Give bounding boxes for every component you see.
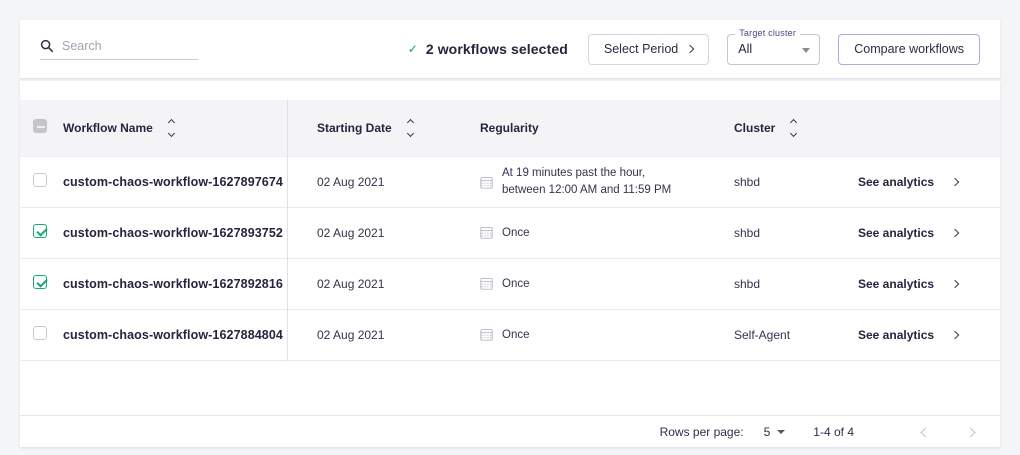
sort-desc-icon [406,129,414,138]
toolbar: ✓ 2 workflows selected Select Period Tar… [20,20,1000,78]
calendar-icon [480,176,493,189]
table-row: custom-chaos-workflow-1627892816 02 Aug … [20,259,1000,310]
caret-down-icon [802,47,811,53]
row-checkbox[interactable] [33,172,47,187]
rows-per-page-label: Rows per page: [659,424,744,439]
table-row: custom-chaos-workflow-1627893752 02 Aug … [20,208,1000,259]
compare-workflows-label: Compare workflows [854,42,964,56]
starting-date: 02 Aug 2021 [317,328,385,342]
workflow-name: custom-chaos-workflow-1627893752 [63,226,283,240]
target-cluster-label: Target cluster [735,27,801,38]
search-field [40,38,198,60]
table-header: Workflow Name Starting Date Regularity C… [20,100,1000,157]
next-page-button[interactable] [961,421,980,443]
selection-status: ✓ 2 workflows selected [408,41,568,57]
column-header-workflow-name: Workflow Name [63,118,287,138]
column-header-regularity: Regularity [480,121,539,135]
sort-asc-icon [790,118,798,127]
select-period-button[interactable]: Select Period [587,33,710,65]
rows-per-page-value: 5 [763,424,771,439]
target-cluster-select[interactable]: Target cluster All [727,27,821,65]
starting-date: 02 Aug 2021 [317,175,385,189]
chevron-right-icon [950,177,960,187]
row-checkbox[interactable] [33,274,47,289]
row-checkbox[interactable] [33,325,47,340]
regularity-text: At 19 minutes past the hour, between 12:… [502,167,672,196]
regularity-cell: Once [475,225,710,242]
row-checkbox[interactable] [33,223,47,238]
calendar-icon [480,329,493,342]
chevron-left-icon [920,427,931,437]
sort-control-cluster[interactable] [789,118,798,138]
starting-date: 02 Aug 2021 [317,277,385,291]
regularity-cell: Once [475,327,710,344]
cluster-name: shbd [734,175,761,189]
calendar-icon [480,278,493,291]
rows-per-page-select[interactable]: 5 [764,425,786,439]
caret-down-icon [777,429,786,434]
workflow-name: custom-chaos-workflow-1627892816 [63,277,283,291]
regularity-text: Once [502,226,530,239]
column-divider [287,100,288,361]
sort-desc-icon [167,129,175,138]
sort-control-starting-date[interactable] [406,118,415,138]
see-analytics-link[interactable]: See analytics [858,328,935,342]
cluster-name: shbd [734,226,761,240]
search-icon [40,39,54,52]
calendar-icon [480,227,493,240]
regularity-cell: Once [475,276,710,293]
table-body: custom-chaos-workflow-1627897674 02 Aug … [20,157,1000,361]
table-empty-space [20,361,1000,415]
select-period-label: Select Period [603,42,679,56]
see-analytics-link[interactable]: See analytics [858,175,935,189]
table-row: custom-chaos-workflow-1627897674 02 Aug … [20,157,1000,208]
header-checkbox[interactable] [33,118,47,133]
chevron-right-icon [950,330,960,340]
selection-status-text: 2 workflows selected [425,41,568,57]
cluster-name: Self-Agent [734,328,791,342]
table-footer: Rows per page: 5 1-4 of 4 [20,415,1000,447]
sort-asc-icon [406,118,414,127]
chevron-right-icon [685,44,695,54]
chevron-right-icon [950,279,960,289]
starting-date: 02 Aug 2021 [317,226,385,240]
workflow-name: custom-chaos-workflow-1627897674 [63,175,283,189]
page-range: 1-4 of 4 [813,424,854,439]
sort-desc-icon [790,129,798,138]
see-analytics-link[interactable]: See analytics [858,277,935,291]
workflows-table: Workflow Name Starting Date Regularity C… [20,81,1000,447]
chevron-right-icon [965,427,976,437]
sort-asc-icon [167,118,175,127]
column-header-starting-date: Starting Date [287,118,475,138]
prev-page-button[interactable] [916,421,935,443]
target-cluster-value: All [738,42,753,56]
see-analytics-link[interactable]: See analytics [858,226,935,240]
chevron-right-icon [950,228,960,238]
compare-workflows-button[interactable]: Compare workflows [838,33,980,65]
regularity-text: Once [502,328,530,341]
regularity-text: Once [502,277,530,290]
column-header-cluster: Cluster [710,118,810,138]
table-row: custom-chaos-workflow-1627884804 02 Aug … [20,310,1000,361]
regularity-cell: At 19 minutes past the hour, between 12:… [475,165,710,198]
check-icon: ✓ [407,42,418,56]
workflow-name: custom-chaos-workflow-1627884804 [63,328,283,342]
cluster-name: shbd [734,277,761,291]
sort-control-workflow-name[interactable] [167,118,176,138]
search-input[interactable] [62,38,198,53]
